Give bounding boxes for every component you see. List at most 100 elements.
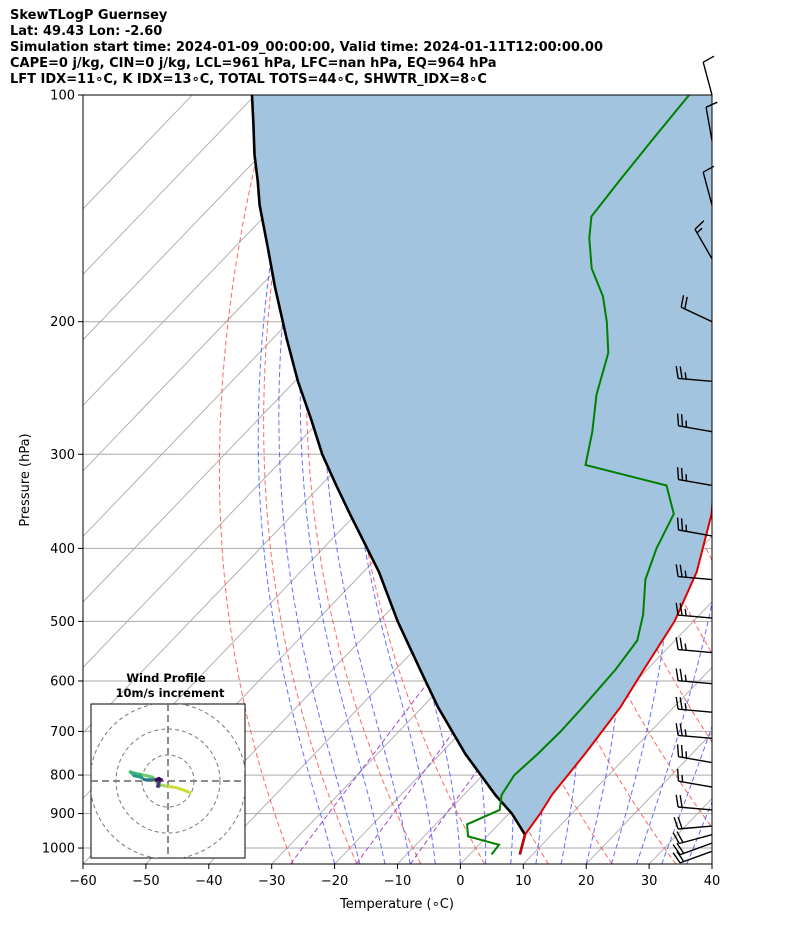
wind-barb [676, 467, 713, 487]
x-tick-label: 40 [704, 874, 721, 889]
wind-barb-flag [679, 564, 683, 578]
y-axis-label: Pressure (hPa) [18, 433, 33, 526]
wind-barb-flag [675, 365, 679, 379]
x-tick-label: −40 [195, 874, 222, 889]
wind-barb-staff [678, 377, 713, 383]
x-tick-label: 0 [456, 874, 464, 889]
moist-adiabat-line [686, 800, 712, 864]
wind-barb-flag [676, 768, 680, 782]
wind-barb-flag [679, 668, 683, 682]
wind-barb-staff [678, 756, 713, 764]
wind-barb-staff [705, 107, 713, 141]
wind-barb-flag [702, 165, 715, 173]
wind-barb-flag [679, 603, 683, 616]
x-tick-label: −60 [69, 874, 96, 889]
wind-barb-flag [696, 227, 703, 234]
wind-barb-flag [684, 643, 687, 651]
wind-barb [702, 165, 715, 206]
wind-barb-flag [684, 729, 687, 737]
moist-adiabat-line [257, 95, 336, 864]
wind-barb-flag [675, 696, 679, 710]
wind-barb-flag [673, 817, 679, 830]
dewpoint-line [466, 95, 690, 856]
data-layer [250, 95, 712, 856]
wind-barbs [672, 55, 718, 864]
x-tick-label: −50 [132, 874, 159, 889]
wind-barb-flag [679, 637, 683, 651]
wind-barb-flag [679, 697, 683, 710]
parcel-profile-line [250, 95, 527, 855]
x-tick-label: −30 [258, 874, 285, 889]
chart-header: SkewTLogP Guernsey Lat: 49.43 Lon: -2.60… [10, 8, 603, 88]
wind-barb-flag [684, 609, 687, 616]
wind-barb-staff [678, 529, 713, 537]
wind-barb [702, 55, 715, 96]
wind-barb-flag [676, 413, 680, 426]
wind-barb-flag [684, 372, 687, 380]
shaded-area [252, 95, 712, 855]
y-tick-label: 200 [50, 315, 75, 330]
y-tick-label: 600 [50, 674, 75, 689]
wind-barb-flag [677, 816, 683, 829]
wind-barb [676, 768, 713, 788]
wind-barb-flag [676, 517, 680, 531]
moist-adiabat-line [299, 95, 386, 864]
wind-barb [675, 794, 713, 811]
wind-barb-flag [680, 414, 684, 427]
wind-barb [672, 842, 713, 856]
wind-barb-flag [672, 844, 681, 856]
y-tick-label: 400 [50, 542, 75, 557]
wind-barb [694, 220, 713, 260]
wind-barb-flag [684, 703, 687, 710]
wind-barb-flag [680, 744, 684, 758]
hodograph-inset: Wind Profile 10m/s increment [90, 671, 246, 859]
y-tick-label: 500 [50, 615, 75, 630]
temperature-line [518, 494, 712, 855]
wind-barb-flag [680, 518, 684, 531]
y-tick-label: 700 [50, 725, 75, 740]
wind-barb-staff [679, 842, 713, 856]
wind-barb-flag [702, 55, 715, 63]
wind-barb-flag [676, 842, 685, 854]
wind-barb-staff [680, 306, 713, 323]
hodograph-ring [141, 754, 195, 808]
chart-title: SkewTLogP Guernsey [10, 8, 168, 23]
x-tick-label: 10 [515, 874, 532, 889]
axis-layer: −60 −50 −40 −30 −20 −10 0 10 20 30 40 100 200 300 400 5… [42, 89, 720, 890]
wind-barb-staff [678, 614, 713, 619]
time-line: Simulation start time: 2024-01-09_00:00:… [10, 40, 603, 55]
wind-barb [676, 413, 713, 433]
y-tick-label: 900 [50, 807, 75, 822]
wind-barb [672, 850, 713, 864]
wind-barb-flag [680, 295, 685, 308]
y-tick-label: 100 [50, 89, 75, 104]
wind-barb-flag [679, 723, 683, 736]
wind-barb-flag [705, 101, 718, 108]
wind-barb-flag [679, 366, 683, 379]
wind-barb-staff [678, 680, 713, 685]
wind-barb-staff [678, 734, 713, 740]
cape-line: CAPE=0 j/kg, CIN=0 j/kg, LCL=961 hPa, LF… [10, 56, 497, 71]
wind-barb [675, 564, 713, 581]
wind-barb-staff [678, 575, 713, 581]
wind-barb-flag [684, 674, 687, 682]
dry-adiabat-line [218, 95, 294, 864]
index-line: LFT IDX=11∘C, K IDX=13∘C, TOTAL TOTS=44∘… [10, 72, 487, 87]
wind-barb-flag [694, 220, 705, 230]
wind-barb-staff [678, 708, 713, 713]
wind-barb-staff [678, 780, 713, 788]
wind-barb-flag [676, 831, 684, 843]
wind-barb-flag [676, 744, 680, 757]
wind-barb-flag [672, 852, 681, 864]
wind-barb-flag [675, 723, 679, 736]
wind-barb-flag [684, 570, 687, 578]
isotherm-line [83, 95, 382, 407]
wind-barb-flag [676, 467, 680, 480]
wind-barb [675, 637, 713, 654]
y-tick-label: 300 [50, 448, 75, 463]
hodograph-title: Wind Profile [126, 671, 206, 685]
wind-barb-flag [675, 564, 679, 577]
wind-barb-flag [675, 602, 679, 616]
wind-barb-flag [676, 850, 685, 862]
